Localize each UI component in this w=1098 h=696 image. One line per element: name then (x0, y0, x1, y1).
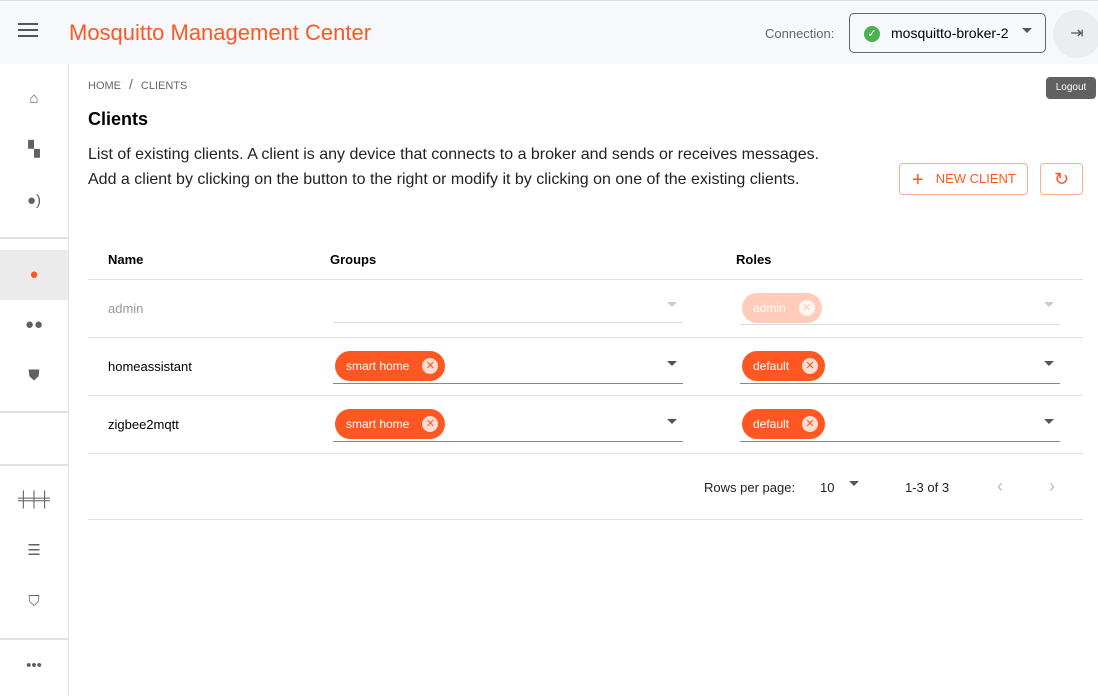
group-chip[interactable]: smart home ✕ (335, 409, 446, 439)
new-client-button[interactable]: + NEW CLIENT (899, 163, 1028, 195)
role-chip[interactable]: default ✕ (742, 409, 826, 439)
group-chip-label: smart home (346, 417, 410, 431)
previous-page-button[interactable]: ‹ (997, 476, 1003, 496)
breadcrumb-home[interactable]: HOME (88, 80, 121, 92)
role-chip: admin ✕ (742, 293, 822, 323)
remove-chip-icon[interactable]: ✕ (802, 358, 819, 374)
breadcrumb-clients: CLIENTS (140, 80, 188, 92)
sidebar: ⌂ ▚ ●) ● ●● ⛊ ╪╪╪ ☰ ⛉ ••• (0, 64, 69, 696)
column-header-roles: Roles (736, 252, 772, 267)
divider (88, 395, 1083, 396)
role-chip-label: default (753, 359, 790, 373)
new-client-label: NEW CLIENT (935, 171, 1016, 186)
streams-icon[interactable]: ●) (26, 192, 42, 209)
logout-button[interactable]: ⇥ (1053, 10, 1098, 58)
app-title: Mosquitto Management Center (69, 20, 372, 45)
roles-select[interactable] (740, 441, 1060, 442)
remove-chip-icon[interactable]: ✕ (802, 416, 819, 432)
chevron-down-icon[interactable] (667, 361, 677, 366)
cluster-icon[interactable]: ╪╪╪ (18, 491, 50, 508)
chevron-down-icon[interactable] (1044, 361, 1054, 366)
page-description: List of existing clients. A client is an… (88, 146, 820, 188)
next-page-button[interactable]: › (1049, 476, 1055, 496)
chevron-down-icon (667, 302, 677, 307)
chevron-down-icon[interactable] (849, 481, 859, 486)
remove-chip-icon[interactable]: ✕ (422, 416, 439, 432)
client-name: homeassistant (108, 359, 192, 374)
connection-value: mosquitto-broker-2 (891, 25, 1009, 41)
chevron-down-icon[interactable] (1044, 419, 1054, 424)
divider (88, 279, 1083, 280)
divider (0, 638, 68, 640)
rows-per-page-select[interactable]: 10 (820, 480, 835, 495)
home-icon[interactable]: ⌂ (29, 90, 39, 107)
remove-chip-icon[interactable]: ✕ (422, 358, 439, 374)
chevron-down-icon[interactable] (667, 419, 677, 424)
roles-select (740, 324, 1060, 325)
plus-icon: + (912, 169, 924, 191)
chevron-down-icon (1022, 28, 1032, 33)
list-icon[interactable]: ☰ (27, 542, 41, 559)
connection-label: Connection: (765, 26, 835, 41)
breadcrumb: HOME / CLIENTS (88, 76, 188, 92)
menu-icon[interactable] (18, 23, 38, 39)
connected-check-icon: ✓ (864, 26, 880, 42)
page-title: Clients (88, 109, 149, 129)
role-chip[interactable]: default ✕ (742, 351, 826, 381)
divider (88, 453, 1083, 454)
refresh-icon: ↻ (1053, 169, 1070, 189)
connection-select[interactable]: ✓ mosquitto-broker-2 (849, 13, 1046, 53)
more-icon[interactable]: ••• (26, 657, 42, 674)
column-header-name: Name (108, 252, 144, 267)
groups-icon[interactable]: ●● (24, 316, 44, 333)
divider (88, 337, 1083, 338)
remove-chip-icon: ✕ (798, 300, 815, 316)
app-bar: Mosquitto Management Center Connection: … (0, 0, 1098, 64)
client-icon[interactable]: ● (0, 250, 68, 300)
pagination-range: 1-3 of 3 (905, 480, 950, 495)
client-name: admin (108, 301, 144, 316)
chevron-down-icon (1044, 302, 1054, 307)
security-shield-icon[interactable]: ⛉ (28, 593, 40, 610)
logout-icon: ⇥ (1070, 25, 1084, 42)
group-chip[interactable]: smart home ✕ (335, 351, 446, 381)
client-name: zigbee2mqtt (108, 417, 179, 432)
groups-select[interactable] (333, 383, 683, 384)
divider (0, 411, 68, 413)
groups-select (333, 322, 683, 323)
topic-tree-icon[interactable]: ▚ (28, 141, 40, 158)
divider (88, 519, 1083, 520)
logout-tooltip: Logout (1046, 77, 1096, 99)
roles-icon[interactable]: ⛊ (28, 367, 40, 384)
groups-select[interactable] (333, 441, 683, 442)
role-chip-label: default (753, 417, 790, 431)
refresh-button[interactable]: ↻ (1040, 163, 1083, 195)
divider (0, 237, 68, 239)
column-header-groups: Groups (330, 252, 377, 267)
roles-select[interactable] (740, 383, 1060, 384)
group-chip-label: smart home (346, 359, 410, 373)
rows-per-page-label: Rows per page: (704, 480, 796, 495)
role-chip-label: admin (753, 301, 786, 315)
divider (0, 464, 68, 466)
